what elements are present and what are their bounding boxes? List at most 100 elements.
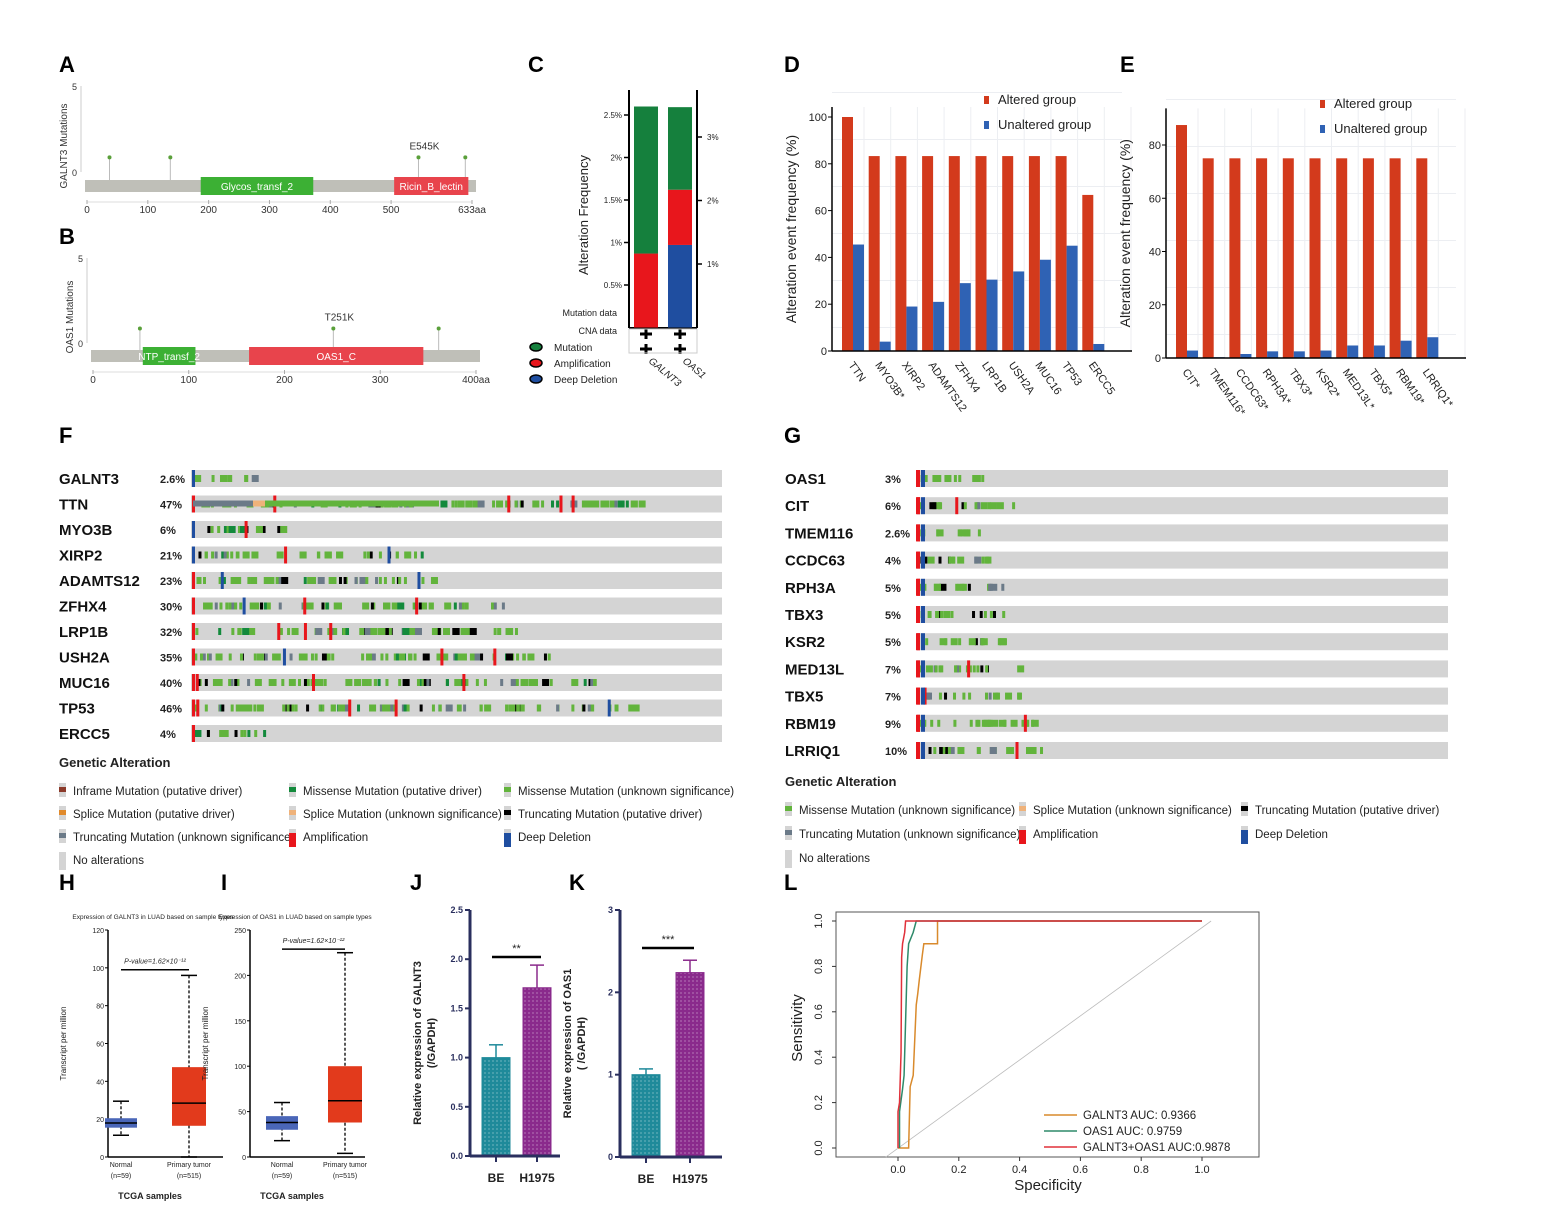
y-axis-label: Relative expression of OAS1 <box>562 969 574 1119</box>
alteration-mark <box>204 704 208 712</box>
alteration-mark <box>997 638 1001 646</box>
bar-altered <box>1028 156 1040 351</box>
x-tick: 633aa <box>458 205 486 216</box>
alteration-mark <box>354 577 358 584</box>
alteration-mark <box>206 730 210 737</box>
alteration-mark <box>398 577 402 584</box>
alteration-mark <box>251 551 259 559</box>
amplification-mark <box>916 470 920 487</box>
alteration-mark <box>304 653 308 661</box>
oncoprint-track <box>916 524 1448 542</box>
y-axis-label: OAS1 Mutations <box>65 281 76 354</box>
category-label: LRRIQ1* <box>1420 367 1455 411</box>
alteration-mark <box>324 551 332 559</box>
alteration-mark <box>256 704 264 712</box>
alteration-mark <box>194 730 202 737</box>
oncoprint-track <box>916 714 1448 732</box>
alteration-mark <box>255 526 263 533</box>
oncoprint-track <box>916 687 1448 705</box>
alteration-mark <box>214 602 218 610</box>
alteration-mark <box>974 502 978 510</box>
alteration-mark <box>588 679 592 686</box>
bar-altered <box>1282 158 1294 358</box>
alteration-mark <box>333 602 337 610</box>
box <box>172 1067 206 1126</box>
y-axis-label: GALNT3 Mutations <box>59 103 70 188</box>
alteration-mark <box>202 653 206 661</box>
plus-marker <box>678 344 682 354</box>
alteration-mark <box>479 704 483 712</box>
alteration-mark <box>950 638 958 646</box>
alteration-mark <box>247 679 251 686</box>
alteration-mark <box>939 747 947 754</box>
bar-segment-deep-deletion <box>668 244 692 328</box>
category-label: MUC16 <box>1032 360 1063 397</box>
amplification-mark <box>916 660 920 678</box>
legend-swatch <box>289 787 296 792</box>
legend-swatch <box>289 810 296 815</box>
cna-mark <box>967 660 971 678</box>
alteration-mark <box>383 577 387 584</box>
alteration-mark <box>940 665 944 673</box>
alteration-mark <box>220 475 228 482</box>
oncoprint-track <box>916 660 1448 678</box>
alteration-mark <box>443 628 451 635</box>
bar-altered <box>1389 158 1401 358</box>
alteration-mark <box>469 653 477 661</box>
alteration-mark <box>983 611 987 618</box>
alteration-mark <box>326 653 330 661</box>
alteration-mark <box>268 679 272 686</box>
bar-unaltered <box>1267 351 1279 358</box>
legend-label: Deep Deletion <box>1255 829 1328 841</box>
alteration-mark <box>262 526 266 533</box>
bar-be <box>631 1074 661 1158</box>
data-grid <box>628 328 698 354</box>
alteration-mark <box>231 628 235 635</box>
alteration-mark <box>625 500 629 508</box>
alteration-mark <box>505 500 509 508</box>
bar-unaltered <box>1187 350 1198 358</box>
alteration-mark <box>592 500 600 508</box>
x-tick: 300 <box>372 375 389 386</box>
alteration-mark <box>498 628 502 635</box>
mutation-point <box>436 326 441 331</box>
significance-stars: *** <box>662 934 676 946</box>
alteration-mark <box>956 665 960 673</box>
gene-label: MYO3B <box>59 522 113 539</box>
alteration-mark <box>277 526 281 533</box>
alteration-mark <box>385 653 389 661</box>
alteration-mark <box>395 551 399 559</box>
alteration-mark <box>414 551 418 559</box>
alteration-mark <box>421 577 425 584</box>
alteration-mark <box>234 602 238 610</box>
amplification-mark <box>916 524 920 542</box>
alteration-mark <box>947 747 955 754</box>
alteration-mark <box>929 502 937 510</box>
gene-label: ZFHX4 <box>59 599 107 616</box>
bar-altered <box>868 156 880 351</box>
y-tick: 1.5 <box>450 1003 463 1013</box>
alteration-mark <box>453 602 457 610</box>
group-n: (n=515) <box>177 1173 201 1180</box>
alteration-mark <box>363 551 367 559</box>
alteration-mark <box>976 665 980 673</box>
cna-mark <box>507 495 511 513</box>
y-tick: 0.0 <box>450 1151 463 1161</box>
alteration-mark <box>454 500 458 508</box>
amplification-mark <box>916 687 920 705</box>
alteration-mark <box>973 475 981 482</box>
alteration-mark <box>309 577 317 584</box>
legend-label: Mutation <box>554 343 592 354</box>
alteration-mark <box>953 719 957 727</box>
y-tick: 20 <box>1149 300 1161 312</box>
cna-mark <box>387 546 391 564</box>
cna-mark <box>312 674 315 691</box>
alteration-mark <box>550 500 554 508</box>
alteration-mark <box>458 679 466 686</box>
alteration-mark <box>944 475 952 482</box>
plus-marker <box>644 329 648 339</box>
x-tick: 0.2 <box>951 1164 966 1176</box>
alteration-mark <box>948 556 956 564</box>
alteration-mark <box>342 628 346 635</box>
alteration-mark <box>238 628 242 635</box>
